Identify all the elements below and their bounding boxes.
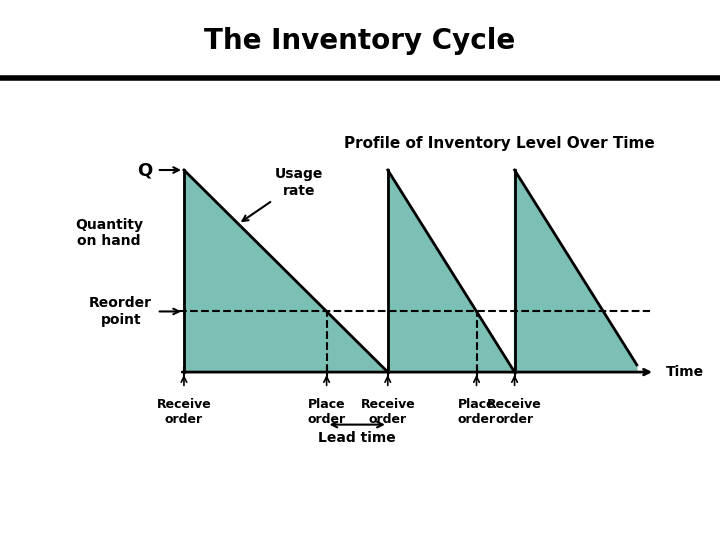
Polygon shape	[184, 170, 388, 372]
Polygon shape	[515, 170, 637, 372]
Text: Q: Q	[137, 161, 152, 179]
Text: Lead time: Lead time	[318, 431, 396, 444]
Polygon shape	[388, 170, 515, 372]
Text: Quantity
on hand: Quantity on hand	[75, 218, 143, 248]
Text: Time: Time	[666, 365, 704, 379]
Text: Receive
order: Receive order	[361, 399, 415, 427]
Text: Usage
rate: Usage rate	[243, 167, 323, 221]
Text: Receive
order: Receive order	[156, 399, 212, 427]
Text: The Inventory Cycle: The Inventory Cycle	[204, 27, 516, 55]
Text: Place
order: Place order	[307, 399, 346, 427]
Text: Profile of Inventory Level Over Time: Profile of Inventory Level Over Time	[344, 136, 655, 151]
Text: Place
order: Place order	[457, 399, 495, 427]
Text: Receive
order: Receive order	[487, 399, 542, 427]
Text: Reorder
point: Reorder point	[89, 296, 152, 327]
